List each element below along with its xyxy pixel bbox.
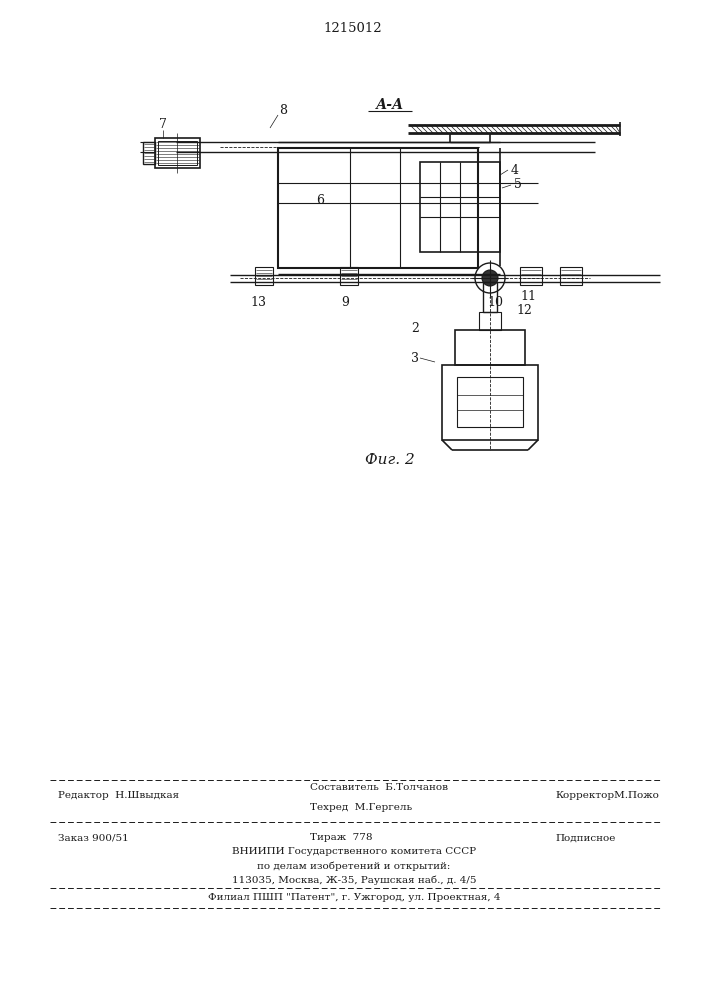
Text: 13: 13 [250, 296, 266, 308]
Text: Филиал ПШП "Патент", г. Ужгород, ул. Проектная, 4: Филиал ПШП "Патент", г. Ужгород, ул. Про… [208, 894, 501, 902]
Text: 10: 10 [487, 296, 503, 308]
Bar [155, 138, 200, 168]
Text: 7: 7 [159, 118, 167, 131]
Text: Составитель  Б.Толчанов: Составитель Б.Толчанов [310, 784, 448, 792]
Text: 9: 9 [341, 296, 349, 308]
Bar [457, 377, 523, 427]
Text: Редактор  Н.Швыдкая: Редактор Н.Швыдкая [58, 790, 179, 800]
Text: по делам изобретений и открытий:: по делам изобретений и открытий: [257, 861, 450, 871]
Bar [520, 267, 542, 285]
Text: 1215012: 1215012 [324, 21, 382, 34]
Text: КорректорМ.Пожо: КорректорМ.Пожо [555, 790, 659, 800]
Text: Тираж  778: Тираж 778 [310, 834, 373, 842]
Text: Техред  М.Гергель: Техред М.Гергель [310, 804, 412, 812]
Bar [420, 162, 500, 252]
Text: 11: 11 [520, 290, 536, 304]
Bar [479, 312, 501, 330]
Text: Фиг. 2: Фиг. 2 [365, 453, 415, 467]
Circle shape [482, 270, 498, 286]
Bar [560, 267, 582, 285]
Bar [340, 267, 358, 285]
Bar [158, 141, 197, 165]
Bar [483, 282, 497, 312]
Text: А-А: А-А [376, 98, 404, 112]
Text: 6: 6 [316, 194, 324, 207]
Text: 2: 2 [411, 322, 419, 334]
Text: 113035, Москва, Ж-35, Раушская наб., д. 4/5: 113035, Москва, Ж-35, Раушская наб., д. … [232, 875, 477, 885]
Bar [255, 267, 273, 285]
Text: 12: 12 [516, 304, 532, 316]
Bar [143, 142, 155, 164]
Bar [442, 365, 538, 440]
Text: 8: 8 [279, 104, 287, 116]
Text: 5: 5 [514, 178, 522, 192]
Text: Заказ 900/51: Заказ 900/51 [58, 834, 129, 842]
Text: Подписное: Подписное [555, 834, 615, 842]
Text: 4: 4 [511, 163, 519, 176]
Text: 3: 3 [411, 352, 419, 364]
Bar [455, 330, 525, 365]
Text: ВНИИПИ Государственного комитета СССР: ВНИИПИ Государственного комитета СССР [232, 848, 476, 856]
Bar [278, 148, 478, 268]
